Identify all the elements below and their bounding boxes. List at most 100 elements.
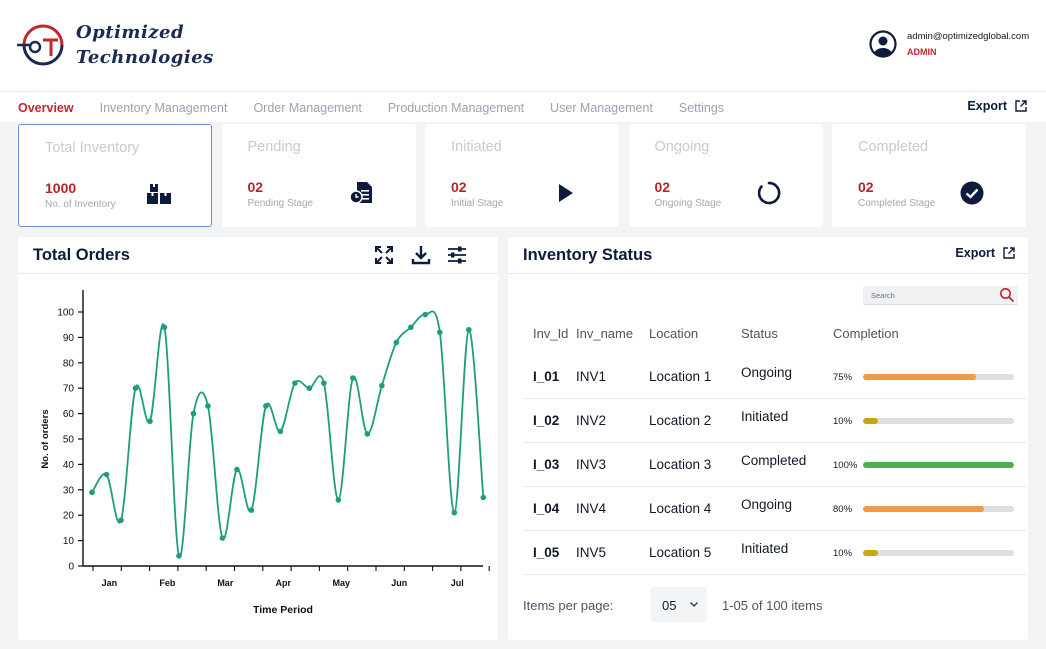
data-point[interactable] — [132, 385, 139, 391]
stat-value: 02 — [451, 179, 467, 195]
tab-user-management[interactable]: User Management — [550, 101, 653, 115]
nav-export-label: Export — [967, 99, 1007, 113]
data-point[interactable] — [393, 339, 400, 346]
column-header-inv-name[interactable]: Inv_name — [576, 326, 634, 341]
stat-value: 1000 — [45, 180, 77, 196]
cell-location: Location 5 — [649, 545, 712, 560]
x-tick-label: May — [333, 578, 351, 588]
cell-status: Ongoing — [741, 497, 793, 512]
fullscreen-icon[interactable] — [373, 244, 395, 266]
table-row[interactable]: I_04 INV4 Location 4 Ongoing 80% — [523, 487, 1026, 531]
download-icon[interactable] — [410, 244, 432, 266]
cell-inv-name: INV1 — [576, 369, 607, 384]
inventory-export-button[interactable]: Export — [955, 246, 1016, 260]
external-link-icon — [1015, 100, 1027, 112]
data-point[interactable] — [190, 410, 197, 417]
stat-card-pending[interactable]: Pending 02 Pending Stage — [221, 124, 416, 227]
completion-percent: 75% — [833, 372, 853, 383]
y-axis-label: No. of orders — [40, 409, 51, 468]
stat-card-completed[interactable]: Completed 02 Completed Stage — [832, 124, 1026, 227]
data-point[interactable] — [306, 385, 313, 391]
check-circle-icon — [960, 181, 984, 205]
data-point[interactable] — [321, 380, 327, 386]
data-point[interactable] — [335, 497, 342, 503]
column-header-completion[interactable]: Completion — [833, 326, 899, 341]
items-per-page-label: Items per page: — [523, 598, 614, 613]
data-point[interactable] — [263, 403, 269, 409]
external-link-icon — [1003, 247, 1015, 259]
stat-card-total-inventory[interactable]: Total Inventory 1000 No. of Inventory — [18, 124, 212, 227]
data-point[interactable] — [219, 535, 226, 541]
cell-status: Completed — [741, 453, 807, 468]
data-point[interactable] — [161, 324, 168, 331]
inventory-search[interactable] — [863, 286, 1018, 305]
completion-progress-bar — [863, 418, 1014, 424]
stat-title: Ongoing — [654, 139, 710, 155]
data-point[interactable] — [89, 489, 95, 496]
table-row[interactable]: I_02 INV2 Location 2 Initiated 10% — [523, 399, 1026, 443]
data-point[interactable] — [422, 311, 429, 318]
y-tick-label: 50 — [63, 435, 75, 446]
tab-production-management[interactable]: Production Management — [387, 101, 525, 115]
tab-inventory-management[interactable]: Inventory Management — [99, 101, 228, 115]
search-icon[interactable] — [999, 287, 1015, 303]
data-point[interactable] — [451, 509, 458, 516]
column-header-status[interactable]: Status — [741, 326, 778, 341]
stat-card-initiated[interactable]: Initiated 02 Initial Stage — [425, 124, 619, 227]
cell-status: Initiated — [741, 541, 789, 556]
stat-card-ongoing[interactable]: Ongoing 02 Ongoing Stage — [628, 124, 823, 227]
data-point[interactable] — [205, 403, 211, 409]
items-per-page-select[interactable]: 05 — [651, 587, 707, 622]
table-row[interactable]: I_05 INV5 Location 5 Initiated 10% — [523, 531, 1026, 575]
nav-export-button[interactable]: Export — [967, 99, 1028, 113]
data-point[interactable] — [277, 428, 284, 435]
data-point[interactable] — [234, 466, 240, 473]
y-tick-label: 70 — [63, 384, 75, 395]
y-tick-label: 100 — [57, 308, 74, 319]
y-tick-label: 10 — [63, 536, 75, 547]
user-email: admin@optimizedglobal.com — [907, 31, 1030, 42]
table-row[interactable]: I_03 INV3 Location 3 Completed 100% — [523, 443, 1026, 487]
data-point[interactable] — [364, 431, 371, 437]
orders-series-line — [91, 310, 485, 558]
table-row[interactable]: I_01 INV1 Location 1 Ongoing 75% — [523, 355, 1026, 399]
tab-order-management[interactable]: Order Management — [253, 101, 362, 115]
data-point[interactable] — [466, 326, 472, 333]
data-point[interactable] — [147, 418, 153, 425]
data-point[interactable] — [248, 507, 255, 513]
column-header-location[interactable]: Location — [649, 326, 699, 341]
completion-percent: 100% — [833, 460, 858, 471]
data-point[interactable] — [437, 329, 443, 336]
y-tick-label: 80 — [63, 358, 75, 369]
user-menu[interactable]: admin@optimizedglobal.com ADMIN — [869, 30, 1029, 60]
data-point[interactable] — [350, 375, 356, 381]
stat-title: Pending — [247, 139, 301, 155]
data-point[interactable] — [408, 324, 414, 331]
column-header-inv-id[interactable]: Inv_Id — [533, 326, 569, 341]
stat-title: Total Inventory — [45, 140, 140, 156]
y-tick-label: 40 — [63, 460, 75, 471]
stat-value: 02 — [247, 179, 264, 195]
data-point[interactable] — [292, 380, 298, 386]
data-point[interactable] — [103, 471, 110, 478]
total-orders-title: Total Orders — [33, 246, 130, 264]
data-point[interactable] — [379, 382, 385, 389]
user-circle-icon[interactable] — [869, 30, 897, 58]
filter-sliders-icon[interactable] — [446, 244, 468, 266]
company-logo[interactable]: Optimized Technologies — [16, 18, 214, 72]
data-point[interactable] — [176, 553, 182, 559]
tab-overview[interactable]: Overview — [18, 101, 74, 115]
stat-cards: Total Inventory 1000 No. of Inventory Pendi… — [18, 124, 1028, 228]
y-tick-label: 30 — [63, 485, 75, 496]
y-tick-label: 0 — [68, 562, 74, 573]
inventory-export-label: Export — [955, 246, 995, 260]
stat-title: Initiated — [451, 139, 502, 155]
search-input[interactable] — [871, 289, 991, 302]
completion-progress-fill — [863, 462, 1014, 468]
data-point[interactable] — [480, 494, 487, 501]
brand-line-1: Optimized — [76, 22, 185, 43]
tab-settings[interactable]: Settings — [678, 101, 725, 115]
boxes-icon — [147, 184, 171, 204]
data-point[interactable] — [118, 517, 124, 524]
x-axis-label: Time Period — [253, 604, 313, 616]
